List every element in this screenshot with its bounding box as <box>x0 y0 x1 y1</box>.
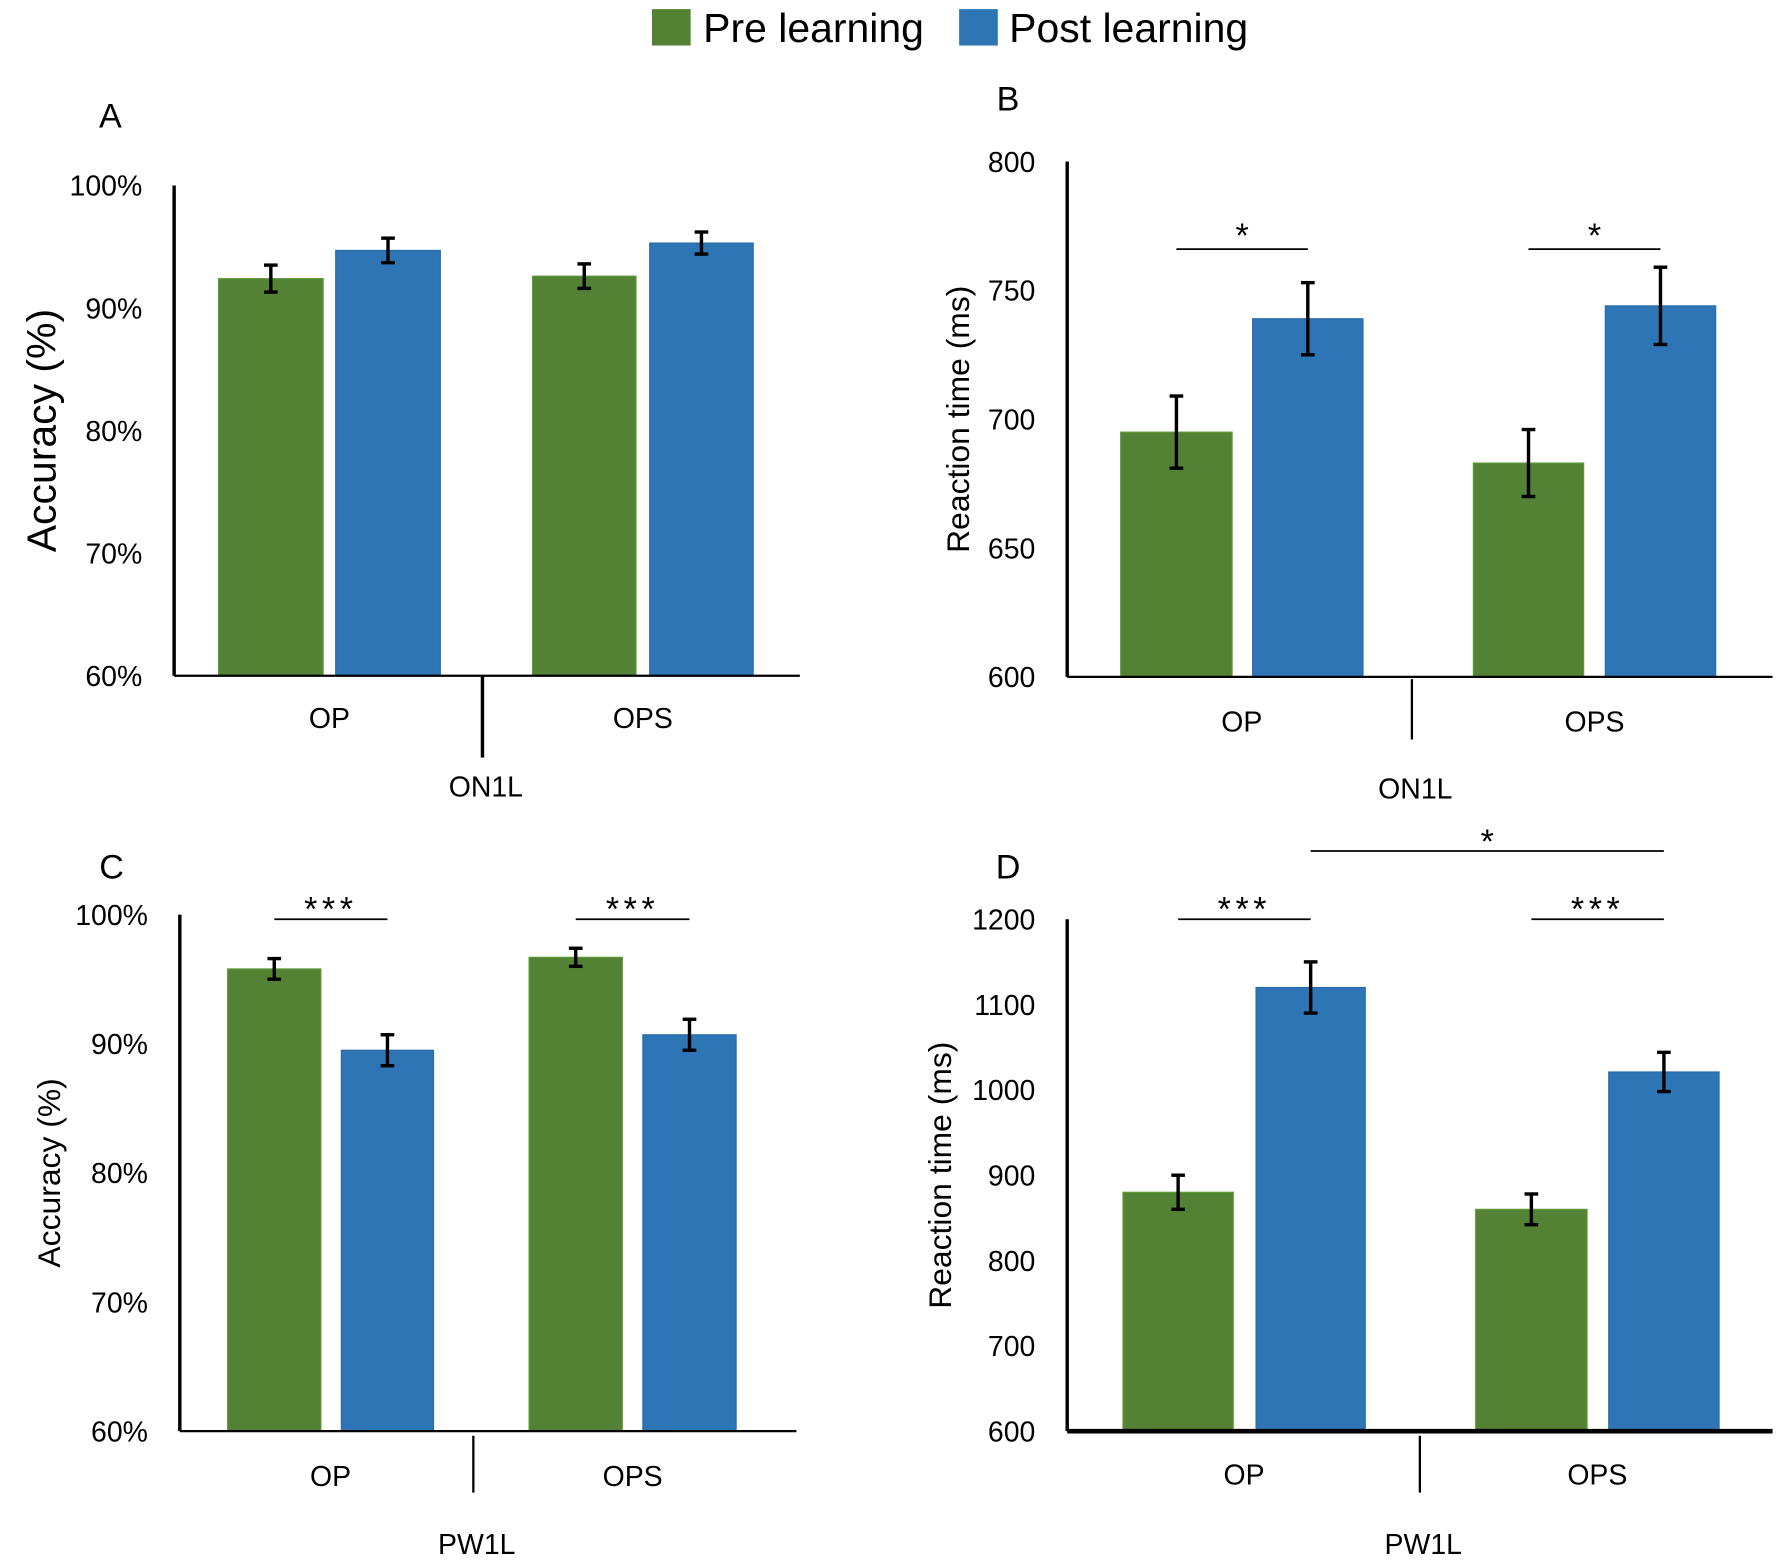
x-tick-label-op: OP <box>1221 707 1262 739</box>
bar-pre-learning-ops <box>531 275 637 677</box>
bar-post-learning-op <box>1252 318 1364 678</box>
y-tick-label: 600 <box>988 1416 1035 1448</box>
group-label: ON1L <box>449 771 523 803</box>
error-bar <box>568 946 583 969</box>
x-tick-label-op: OP <box>309 703 350 735</box>
x-tick-label-ops: OPS <box>613 703 673 735</box>
bar-post-learning-ops <box>1604 305 1717 678</box>
error-bar <box>381 236 395 265</box>
y-tick-label: 80% <box>85 416 142 448</box>
error-bar <box>1171 1173 1185 1212</box>
y-tick-label: 60% <box>85 661 142 693</box>
bar-pre-learning-ops <box>528 956 623 1432</box>
y-tick-label: 750 <box>988 276 1035 308</box>
significance-stars-across: * <box>1481 823 1494 861</box>
error-bar <box>1524 1192 1539 1227</box>
y-tick-label: 800 <box>988 1246 1035 1278</box>
error-bar <box>1300 280 1315 357</box>
legend: Pre learning Post learning <box>651 5 1248 51</box>
y-tick-label: 90% <box>85 293 142 325</box>
panel-letter: B <box>997 80 1020 118</box>
significance-stars: * <box>1235 217 1248 255</box>
bar-pre-learning-op <box>1122 1191 1234 1432</box>
error-bar <box>1657 1050 1671 1094</box>
error-bar <box>694 230 709 256</box>
legend-swatch-post <box>959 9 998 46</box>
panel-letter: A <box>99 97 122 135</box>
y-tick-label: 700 <box>988 1331 1035 1363</box>
error-bar <box>1653 265 1668 347</box>
panel-d: D 600 700 800 900 1000 1100 1200 Reaction time (… <box>922 823 1773 1561</box>
significance-stars: *** <box>606 890 659 928</box>
error-bar <box>380 1033 395 1068</box>
y-tick-label: 600 <box>988 662 1035 694</box>
legend-swatch-pre <box>651 9 691 46</box>
error-bar <box>267 956 282 981</box>
y-tick-label: 800 <box>988 147 1035 179</box>
bar-post-learning-op <box>1255 986 1366 1432</box>
x-tick-label-ops: OPS <box>1564 707 1624 739</box>
y-axis-label: Reaction time (ms) <box>922 1042 958 1309</box>
x-tick-label-op: OP <box>1224 1460 1265 1492</box>
x-tick-label-ops: OPS <box>1567 1460 1627 1492</box>
y-tick-label: 1200 <box>972 904 1035 936</box>
group-label: PW1L <box>1385 1529 1462 1561</box>
group-label: PW1L <box>438 1529 515 1561</box>
x-tick-label-ops: OPS <box>603 1461 663 1493</box>
error-bar <box>264 263 278 294</box>
group-label: ON1L <box>1378 774 1452 806</box>
bar-pre-learning-op <box>1120 431 1233 678</box>
bar-post-learning-ops <box>649 242 754 677</box>
panel-letter: C <box>99 848 124 886</box>
bar-post-learning-ops <box>1608 1071 1720 1432</box>
significance-stars: *** <box>304 890 357 928</box>
y-tick-label: 100% <box>75 900 148 932</box>
y-tick-label: 70% <box>85 538 142 570</box>
y-tick-label: 90% <box>91 1029 148 1061</box>
significance-stars: *** <box>1218 890 1271 928</box>
bar-pre-learning-ops <box>1475 1208 1588 1432</box>
y-tick-label: 650 <box>988 533 1035 565</box>
y-tick-label: 700 <box>988 404 1035 436</box>
legend-label-pre: Pre learning <box>703 5 924 51</box>
y-tick-label: 1000 <box>972 1075 1035 1107</box>
panel-c: C 60% 70% 80% 90% 100% Accuracy (%) OP OPS PW1L **… <box>31 848 797 1561</box>
y-axis-label: Accuracy (%) <box>31 1078 67 1267</box>
panel-b: B 600 650 700 750 800 Reaction time (ms) OP OPS O… <box>940 80 1773 806</box>
legend-label-post: Post learning <box>1009 5 1248 51</box>
bar-post-learning-ops <box>642 1034 737 1432</box>
error-bar <box>1303 960 1318 1015</box>
bar-post-learning-op <box>335 249 441 677</box>
y-tick-label: 100% <box>70 171 143 203</box>
error-bar <box>682 1017 697 1052</box>
y-tick-label: 70% <box>91 1287 148 1319</box>
y-tick-label: 80% <box>91 1158 148 1190</box>
y-tick-label: 900 <box>988 1160 1035 1192</box>
error-bar <box>1521 427 1536 499</box>
significance-stars: *** <box>1571 890 1624 928</box>
bar-pre-learning-op <box>217 278 324 677</box>
panel-letter: D <box>996 848 1021 886</box>
y-tick-label: 60% <box>91 1416 148 1448</box>
x-tick-label-op: OP <box>310 1461 351 1493</box>
y-axis-label: Reaction time (ms) <box>940 286 976 553</box>
error-bar <box>577 262 592 291</box>
bar-pre-learning-op <box>227 968 322 1432</box>
y-axis-label: Accuracy (%) <box>18 309 64 552</box>
significance-stars: * <box>1588 217 1601 255</box>
error-bar <box>1169 394 1184 470</box>
bar-post-learning-op <box>340 1049 435 1432</box>
y-tick-label: 1100 <box>974 990 1035 1022</box>
panel-a: A 60% 70% 80% 90% 100% Accuracy (%) OP OPS ON1L <box>18 97 800 803</box>
